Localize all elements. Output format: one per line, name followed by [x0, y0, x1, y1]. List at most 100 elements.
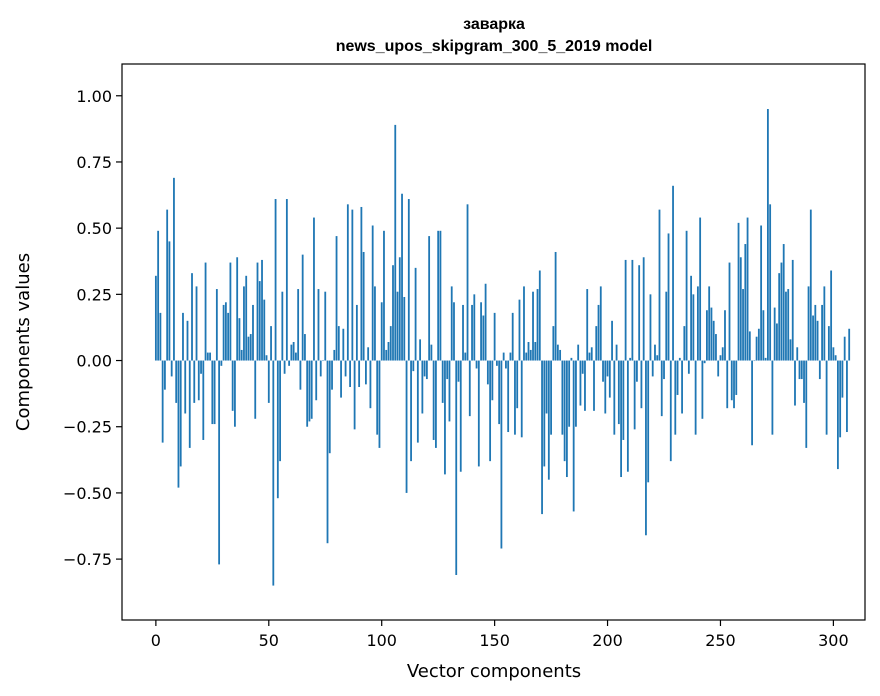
bar — [728, 262, 731, 361]
bar — [493, 312, 496, 361]
bar — [701, 360, 704, 419]
bar — [778, 273, 781, 361]
bar — [595, 326, 598, 361]
bar — [685, 230, 688, 361]
y-tick-label: 0.50 — [76, 219, 112, 238]
bar — [489, 360, 492, 462]
bar — [448, 360, 451, 422]
bar — [168, 241, 171, 361]
x-tick-label: 150 — [479, 631, 510, 650]
bar — [188, 360, 191, 448]
bar — [376, 360, 379, 435]
bar — [213, 360, 216, 425]
bar — [432, 360, 435, 440]
bar — [200, 360, 202, 374]
bar — [482, 315, 485, 361]
bar — [624, 259, 627, 361]
bar — [611, 320, 613, 361]
bar — [301, 254, 304, 361]
bar — [751, 360, 753, 446]
bar — [726, 360, 729, 409]
bar — [495, 360, 498, 366]
bar — [464, 352, 467, 361]
bar — [645, 360, 647, 536]
bar — [617, 360, 620, 425]
bar — [234, 360, 236, 427]
bar — [559, 349, 562, 361]
bar — [674, 360, 677, 435]
bar — [486, 360, 489, 385]
bar — [364, 360, 367, 385]
y-tick-label: 1.00 — [76, 87, 112, 106]
bar — [660, 360, 663, 417]
bar — [202, 360, 205, 440]
bar — [742, 289, 744, 361]
bar — [437, 230, 440, 361]
bar — [164, 360, 166, 390]
bar — [832, 347, 835, 361]
bar — [313, 217, 315, 361]
bar — [710, 307, 713, 361]
bar — [276, 360, 279, 499]
bar — [215, 289, 218, 361]
bar — [647, 360, 650, 483]
bar — [245, 275, 248, 361]
bar — [724, 310, 726, 361]
bar — [717, 360, 720, 377]
bar — [425, 360, 428, 380]
bar — [462, 304, 464, 361]
bar — [337, 326, 340, 361]
bar — [468, 360, 471, 417]
bar — [836, 360, 839, 470]
bar — [730, 360, 733, 401]
bar — [541, 360, 543, 515]
bar — [825, 360, 828, 435]
bar — [297, 289, 300, 361]
bar — [281, 291, 284, 361]
bar — [175, 360, 178, 403]
bar — [712, 320, 715, 361]
bar — [633, 360, 636, 430]
y-tick-label: 0.00 — [76, 352, 112, 371]
bar — [294, 352, 297, 361]
bar — [170, 360, 173, 377]
bar — [222, 304, 225, 361]
bar — [243, 286, 245, 361]
bar — [331, 360, 333, 390]
bar — [369, 360, 372, 409]
bar — [706, 310, 708, 361]
bar — [290, 344, 293, 361]
bar — [608, 360, 611, 398]
y-tick-label: −0.50 — [63, 484, 112, 503]
bar — [247, 336, 250, 361]
bar — [699, 217, 702, 361]
bar — [514, 360, 516, 435]
y-tick-label: −0.25 — [63, 418, 112, 437]
bar — [475, 360, 478, 369]
bar — [773, 307, 776, 361]
bar — [602, 360, 604, 382]
bar — [762, 310, 765, 361]
bar — [177, 360, 180, 488]
bar — [547, 360, 550, 480]
bar — [622, 360, 625, 440]
bar — [378, 360, 381, 448]
bar — [430, 344, 433, 361]
bar — [620, 360, 623, 478]
bar — [371, 225, 374, 361]
bar — [572, 360, 575, 512]
bar — [256, 262, 259, 361]
bar — [385, 349, 388, 361]
bar — [568, 360, 571, 427]
bar — [570, 357, 573, 361]
bar — [536, 289, 539, 361]
bar — [550, 360, 552, 435]
bar — [360, 206, 363, 361]
x-axis-label: Vector components — [407, 661, 581, 682]
bar — [816, 320, 819, 361]
bar — [457, 360, 460, 382]
bar — [394, 124, 397, 361]
bar — [299, 360, 302, 390]
bar — [186, 320, 189, 361]
bar — [529, 349, 532, 361]
